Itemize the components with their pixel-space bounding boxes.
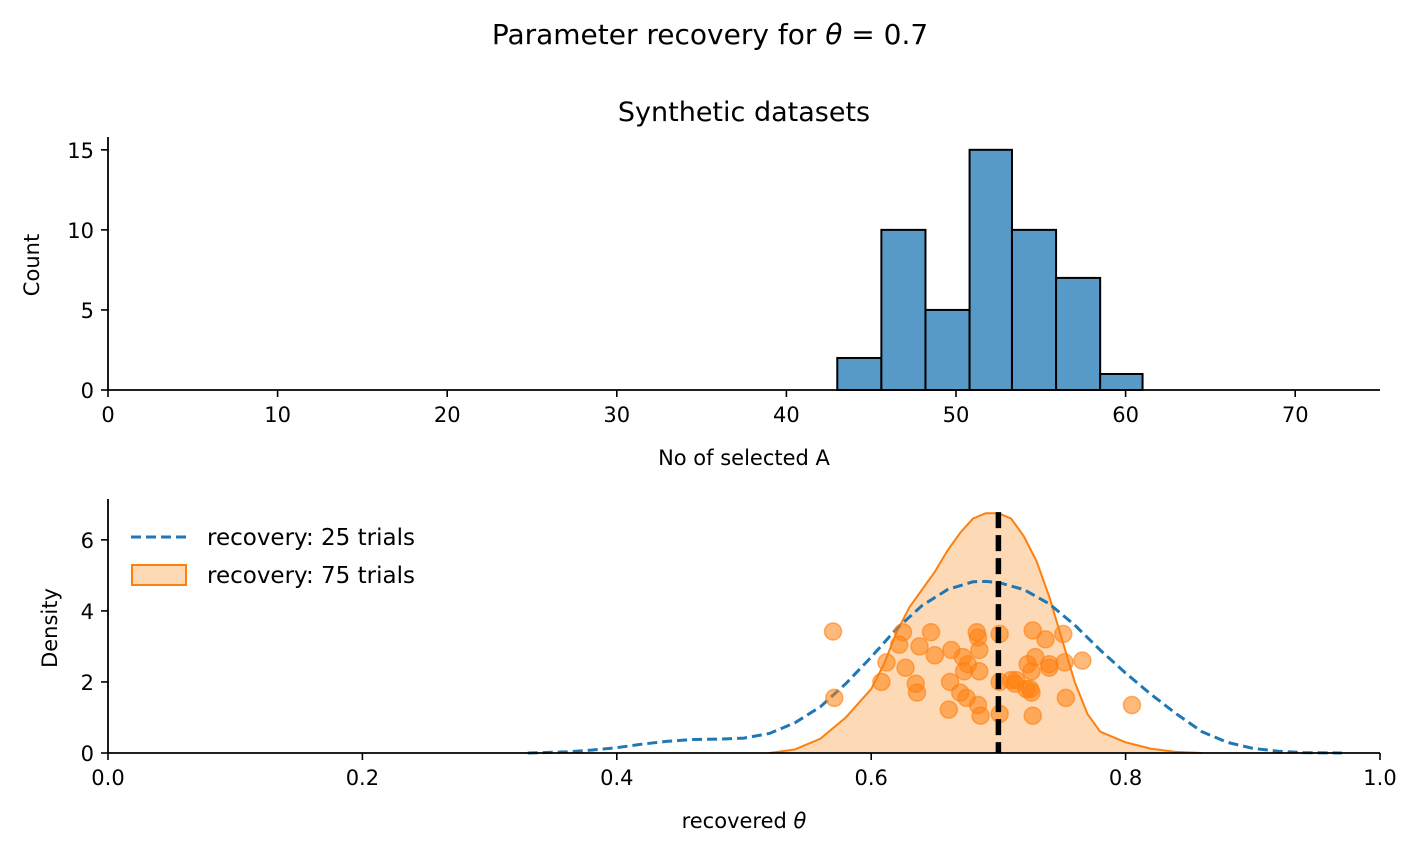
- density-dashed-line: [527, 579, 1342, 755]
- density-x-label: recovered θ: [682, 809, 807, 833]
- recovered-theta-point: [825, 688, 844, 708]
- recovered-theta-point: [1054, 624, 1073, 644]
- legend-label-25-trials: recovery: 25 trials: [207, 525, 415, 551]
- y-tick-label: 10: [67, 219, 94, 243]
- density-axes: 0.0 0.2 0.4 0.6 0.8 1.0 0 2 4 6 recovered θ Dens…: [38, 499, 1397, 833]
- x-tick-label: 0.8: [1109, 766, 1142, 790]
- density-line-25-trials: [527, 579, 1342, 755]
- histogram-bar: [1099, 372, 1144, 391]
- y-tick-label: 5: [81, 299, 94, 323]
- density-x-label-prefix: recovered: [682, 809, 794, 833]
- recovered-theta-point: [1055, 653, 1074, 672]
- y-tick-label: 0: [81, 379, 94, 403]
- recovered-theta-point: [907, 683, 927, 702]
- recovered-theta-point: [1073, 651, 1092, 670]
- x-tick-label: 0.0: [91, 766, 124, 790]
- x-tick-label: 30: [603, 403, 630, 427]
- recovered-theta-point: [925, 646, 945, 665]
- recovered-theta-point: [1022, 683, 1041, 702]
- recovered-theta-point: [971, 706, 990, 725]
- recovered-theta-point: [1122, 695, 1142, 715]
- x-tick-label: 40: [773, 403, 800, 427]
- x-tick-label: 70: [1282, 403, 1309, 427]
- recovered-theta-point: [896, 658, 915, 677]
- recovered-theta-point: [1023, 706, 1042, 725]
- x-tick-label: 60: [1112, 403, 1139, 427]
- recovered-theta-points: [823, 621, 1142, 725]
- x-tick-label: 20: [434, 403, 461, 427]
- suptitle-suffix: = 0.7: [842, 18, 928, 51]
- y-tick-label: 0: [81, 742, 94, 766]
- suptitle-prefix: Parameter recovery for: [492, 18, 825, 51]
- y-tick-label: 6: [81, 529, 94, 553]
- recovered-theta-point: [877, 653, 896, 672]
- x-tick-label: 0.2: [346, 766, 379, 790]
- recovered-theta-point: [921, 622, 941, 642]
- histogram-x-ticks: 0 10 20 30 40 50 60 70: [101, 390, 1309, 427]
- legend-fill-swatch: [131, 564, 187, 586]
- recovered-theta-point: [872, 672, 891, 692]
- y-tick-label: 2: [81, 671, 94, 695]
- density-y-label: Density: [38, 588, 62, 668]
- x-tick-label: 0.4: [600, 766, 633, 790]
- recovered-theta-point: [823, 622, 843, 641]
- x-tick-label: 1.0: [1363, 766, 1396, 790]
- y-tick-label: 4: [81, 600, 94, 624]
- histogram-y-ticks: 0 5 10 15: [67, 139, 108, 403]
- histogram-x-label: No of selected A: [658, 446, 830, 470]
- legend: recovery: 25 trials recovery: 75 trials: [131, 525, 415, 589]
- histogram-bar: [924, 308, 971, 391]
- recovered-theta-point: [970, 640, 989, 660]
- recovered-theta-point: [1036, 630, 1055, 649]
- histogram-bar: [836, 356, 883, 391]
- legend-label-75-trials: recovery: 75 trials: [207, 563, 415, 589]
- recovered-theta-point: [1056, 688, 1076, 708]
- recovered-theta-point: [1040, 658, 1059, 677]
- histogram-bar: [968, 148, 1013, 391]
- density-x-ticks: 0.0 0.2 0.4 0.6 0.8 1.0: [91, 753, 1397, 790]
- histogram-axes: Synthetic datasets 0 10 20 30 40 50 60 70 0 5 10 1…: [20, 97, 1380, 470]
- x-tick-label: 0: [101, 403, 114, 427]
- histogram-bar: [880, 228, 927, 391]
- histogram-bar: [1010, 228, 1058, 391]
- recovered-theta-point: [893, 622, 913, 642]
- x-tick-label: 10: [264, 403, 291, 427]
- histogram-bars: [836, 148, 1144, 392]
- x-tick-label: 0.6: [854, 766, 887, 790]
- density-y-ticks: 0 2 4 6: [81, 529, 108, 766]
- suptitle-symbol: θ: [825, 18, 842, 51]
- recovered-theta-point: [910, 637, 929, 656]
- recovered-theta-point: [970, 662, 989, 681]
- figure-suptitle: Parameter recovery for θ = 0.7: [492, 18, 928, 51]
- histogram-bar: [1055, 276, 1102, 392]
- recovered-theta-point: [939, 700, 959, 719]
- density-x-label-symbol: θ: [794, 809, 807, 833]
- recovered-theta-point: [1023, 621, 1042, 640]
- x-tick-label: 50: [943, 403, 970, 427]
- histogram-y-label: Count: [20, 234, 44, 296]
- histogram-title: Synthetic datasets: [618, 97, 870, 128]
- y-tick-label: 15: [67, 139, 94, 163]
